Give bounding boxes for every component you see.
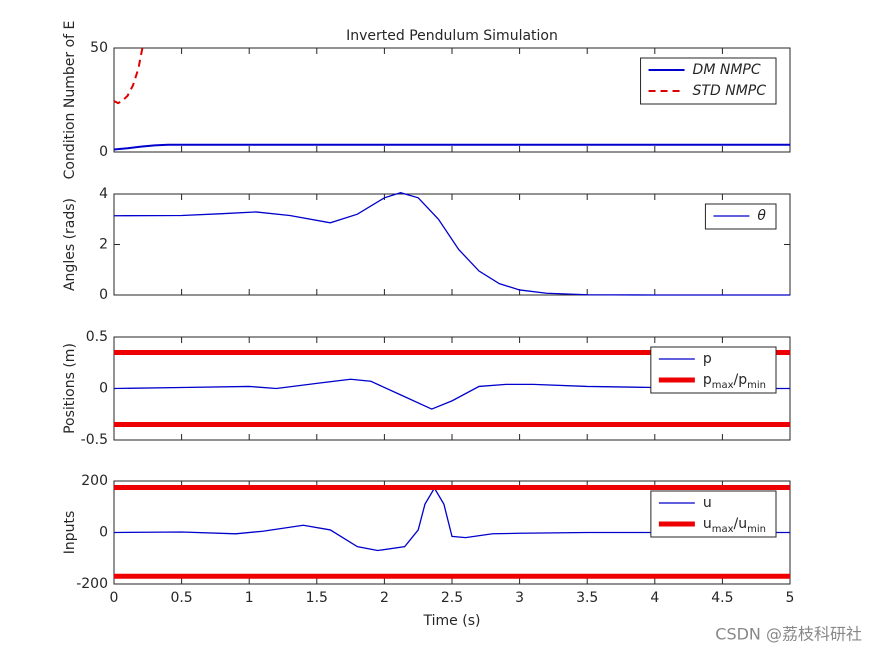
y-tick-label: 0 bbox=[99, 525, 108, 541]
legend-label-part: u bbox=[703, 495, 712, 511]
legend-label-part: max bbox=[712, 380, 734, 391]
x-tick-label: 0 bbox=[110, 590, 119, 606]
y-tick-label: 0.5 bbox=[86, 329, 108, 345]
y-axis-label: Condition Number of E bbox=[62, 21, 78, 180]
legend-label: u bbox=[703, 495, 712, 511]
y-tick-label: 50 bbox=[90, 40, 108, 56]
legend-label-part: p bbox=[703, 351, 712, 367]
legend-label: STD NMPC bbox=[693, 83, 767, 99]
y-tick-label: 0 bbox=[99, 381, 108, 397]
x-tick-label: 4.5 bbox=[711, 590, 733, 606]
y-tick-label: -200 bbox=[76, 576, 108, 592]
series-line bbox=[113, 143, 790, 151]
legend-box bbox=[650, 346, 777, 394]
legend-box bbox=[640, 57, 777, 105]
series-line bbox=[113, 378, 790, 410]
x-tick-label: 0.5 bbox=[170, 590, 192, 606]
y-tick-label: 200 bbox=[81, 473, 108, 489]
y-tick-label: 2 bbox=[99, 237, 108, 253]
legend-label-part: min bbox=[747, 380, 766, 391]
x-tick-label: 3 bbox=[515, 590, 524, 606]
series-line bbox=[113, 47, 144, 105]
x-tick-label: 2 bbox=[380, 590, 389, 606]
legend-label-part: max bbox=[712, 524, 734, 535]
legend-label-part: /u bbox=[734, 516, 748, 532]
legend-label-part: u bbox=[703, 516, 712, 532]
x-tick-label: 1 bbox=[245, 590, 254, 606]
y-axis-label: Angles (rads) bbox=[62, 198, 78, 291]
x-tick-label: 5 bbox=[786, 590, 795, 606]
legend-label-part: /p bbox=[734, 372, 748, 388]
y-tick-label: 4 bbox=[99, 186, 108, 202]
legend-label-part: min bbox=[747, 524, 766, 535]
chart-title: Inverted Pendulum Simulation bbox=[346, 28, 558, 44]
axes-box bbox=[113, 193, 791, 296]
x-tick-label: 1.5 bbox=[306, 590, 328, 606]
y-axis-label: Inputs bbox=[62, 511, 78, 555]
legend: DM NMPC STD NMPC bbox=[640, 57, 777, 105]
legend-label-part: p bbox=[703, 372, 712, 388]
legend: θ bbox=[704, 203, 777, 230]
series-line bbox=[113, 192, 790, 296]
x-tick-label: 4 bbox=[650, 590, 659, 606]
legend-label: pmax/pmin bbox=[703, 372, 766, 391]
y-tick-label: 0 bbox=[99, 144, 108, 160]
legend-label: θ bbox=[757, 208, 766, 224]
x-axis-label: Time (s) bbox=[423, 613, 481, 629]
y-axis-label: Positions (m) bbox=[62, 343, 78, 434]
watermark: CSDN @荔枝科研社 bbox=[715, 625, 862, 644]
x-tick-label: 3.5 bbox=[576, 590, 598, 606]
legend-label: p bbox=[703, 351, 712, 367]
series-line bbox=[113, 486, 790, 552]
y-tick-label: 0 bbox=[99, 287, 108, 303]
legend-box bbox=[650, 490, 777, 538]
legend-label: umax/umin bbox=[703, 516, 766, 535]
x-tick-label: 2.5 bbox=[441, 590, 463, 606]
y-tick-label: -0.5 bbox=[81, 432, 108, 448]
legend-label: DM NMPC bbox=[693, 62, 761, 78]
